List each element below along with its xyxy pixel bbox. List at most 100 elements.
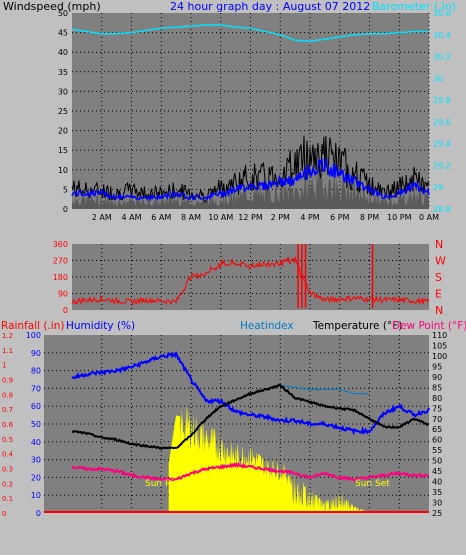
barometer-y-tick-label: 30 (433, 74, 443, 83)
temperature-label: Temperature (°F) (312, 320, 402, 332)
dewpoint-series (71, 461, 430, 483)
humidity-y-tick-label: 30 (31, 456, 41, 465)
wind-y-tick-label: 20 (58, 127, 68, 136)
humidity-series (71, 350, 430, 436)
graph-title: 24 hour graph day : August 07 2012 (170, 0, 370, 13)
wind-plot-area (72, 13, 429, 209)
wind-y-tick-label: 50 (58, 9, 68, 18)
direction-y-tick-label: 360 (53, 240, 68, 249)
temperature-series (71, 383, 430, 450)
wind-y-tick-label: 5 (63, 185, 68, 194)
direction-y-tick-label: 90 (58, 290, 68, 299)
wind-series (71, 135, 430, 204)
barometer-y-tick-label: 29.2 (433, 161, 451, 170)
temp-y-tick-label: 80 (432, 394, 442, 403)
temp-y-tick-label: 55 (432, 446, 442, 455)
humidity-y-tick-label: 50 (31, 420, 41, 429)
sun-set-label: Sun Set (355, 479, 390, 489)
barometer-y-tick-label: 30.2 (433, 53, 451, 62)
rain-y-tick-label: 0.3 (2, 466, 13, 474)
temp-y-tick-label: 70 (432, 415, 442, 424)
temp-y-tick-label: 60 (432, 436, 442, 445)
barometer-label: Barometer (.in) (372, 0, 456, 13)
wind-y-tick-label: 15 (58, 146, 68, 155)
humidity-y-tick-label: 40 (31, 438, 41, 447)
temp-y-tick-label: 90 (432, 373, 442, 382)
temp-y-tick-label: 35 (432, 488, 442, 497)
direction-compass-label: S (435, 271, 442, 284)
temp-y-tick-label: 85 (432, 383, 442, 392)
wind-x-tick-label: 0 AM (419, 213, 439, 222)
rain-y-tick-label: 0 (2, 510, 6, 518)
rain-y-tick-label: 0.5 (2, 436, 13, 444)
rain-y-tick-label: 1 (2, 362, 6, 370)
rain-y-tick-label: 0.1 (2, 495, 13, 503)
sun-rise-label: Sun Rise (145, 479, 184, 489)
barometer-y-tick-label: 29.6 (433, 118, 451, 127)
rain-y-tick-label: 0.2 (2, 480, 13, 488)
humidity-y-tick-label: 0 (36, 509, 41, 518)
direction-compass-label: E (435, 288, 442, 301)
humidity-y-tick-label: 10 (31, 491, 41, 500)
wind-y-tick-label: 30 (58, 87, 68, 96)
temp-y-tick-label: 95 (432, 362, 442, 371)
temp-y-tick-label: 50 (432, 457, 442, 466)
barometer-y-tick-label: 29 (433, 183, 443, 192)
humidity-y-tick-label: 70 (31, 384, 41, 393)
temp-y-tick-label: 45 (432, 467, 442, 476)
rain-y-tick-label: 0.7 (2, 406, 13, 414)
wind-y-tick-label: 40 (58, 48, 68, 57)
wind-y-tick-label: 35 (58, 68, 68, 77)
wind-x-tick-label: 4 PM (300, 213, 319, 222)
barometer-y-tick-label: 30.6 (433, 9, 451, 18)
rain-y-tick-label: 0.9 (2, 377, 13, 385)
humidity-y-tick-label: 80 (31, 367, 41, 376)
barometer-y-tick-label: 30.4 (433, 31, 451, 40)
humidity-y-tick-label: 20 (31, 473, 41, 482)
rain-y-tick-label: 1.1 (2, 347, 13, 355)
wind-x-tick-label: 10 PM (387, 213, 412, 222)
humidity-y-tick-label: 90 (31, 349, 41, 358)
direction-series (71, 256, 430, 306)
wind-x-tick-label: 2 PM (271, 213, 290, 222)
humidity-y-tick-label: 100 (26, 331, 41, 340)
direction-compass-label: N (435, 238, 443, 251)
direction-compass-label: N (435, 304, 443, 317)
wind-x-tick-label: 4 AM (121, 213, 141, 222)
barometer-y-tick-label: 29.4 (433, 140, 451, 149)
temp-y-tick-label: 110 (432, 331, 447, 340)
rain-y-tick-label: 0.6 (2, 421, 14, 429)
wind-x-tick-label: 8 PM (360, 213, 379, 222)
temp-y-tick-label: 100 (432, 352, 447, 361)
humidity-label: Humidity (%) (66, 320, 135, 332)
temp-y-tick-label: 65 (432, 425, 442, 434)
direction-compass-label: W (435, 255, 446, 268)
wind-avg-series (71, 158, 430, 202)
wind-x-tick-label: 2 AM (92, 213, 112, 222)
tick-labels: 0510152025303540455028.82929.229.429.629… (2, 9, 451, 518)
direction-y-tick-label: 0 (63, 306, 68, 315)
wind-x-tick-label: 8 AM (181, 213, 201, 222)
rain-y-tick-label: 0.4 (2, 451, 14, 459)
series (44, 24, 430, 513)
temp-y-tick-label: 75 (432, 404, 442, 413)
barometer-y-tick-label: 28.8 (433, 205, 451, 214)
humidity-y-tick-label: 60 (31, 402, 41, 411)
gust-series (72, 167, 429, 209)
heatindex-label: Heatindex (240, 320, 294, 332)
rain-y-tick-label: 0.8 (2, 391, 13, 399)
temp-y-tick-label: 25 (432, 509, 442, 518)
rainfall-label: Rainfall (.in) (1, 320, 64, 332)
direction-y-tick-label: 270 (53, 257, 68, 266)
temp-y-tick-label: 40 (432, 478, 442, 487)
windspeed-label: Windspeed (mph) (3, 0, 101, 13)
wind-x-tick-label: 10 AM (208, 213, 233, 222)
wind-y-tick-label: 45 (58, 29, 68, 38)
temp-y-tick-label: 30 (432, 499, 442, 508)
wind-y-tick-label: 0 (63, 205, 68, 214)
wind-y-tick-label: 10 (58, 166, 68, 175)
barometer-y-tick-label: 29.8 (433, 96, 451, 105)
dewpoint-label: Dew Point (°F) (392, 320, 466, 332)
wind-x-tick-label: 12 PM (238, 213, 263, 222)
